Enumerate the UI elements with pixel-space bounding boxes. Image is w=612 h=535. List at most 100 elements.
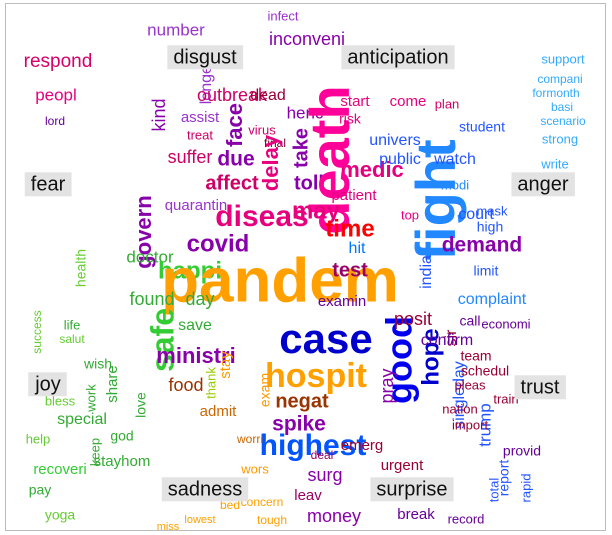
word: demand xyxy=(442,234,523,257)
word: provid xyxy=(503,443,541,459)
word: peopl xyxy=(35,85,77,104)
word: fight xyxy=(404,139,467,260)
word: import xyxy=(452,417,489,432)
word: ministri xyxy=(156,343,235,368)
word: lord xyxy=(45,114,65,128)
word: watch xyxy=(433,151,476,168)
word: outbreak xyxy=(197,85,268,105)
word: success xyxy=(30,310,44,353)
word: found xyxy=(129,289,174,309)
word: start xyxy=(340,93,370,110)
word: plan xyxy=(435,96,460,111)
word: formonth xyxy=(532,86,579,100)
category-box xyxy=(514,375,566,400)
word: help xyxy=(26,431,51,446)
category-box xyxy=(167,45,244,70)
word: govern xyxy=(131,195,156,268)
word: pandem xyxy=(161,246,399,315)
word: infect xyxy=(267,8,298,23)
word: treat xyxy=(187,127,213,142)
word: trump xyxy=(475,403,494,446)
word: god xyxy=(110,428,133,444)
word: special xyxy=(57,411,107,428)
category-label: trust xyxy=(521,376,560,398)
word: confirm xyxy=(421,332,473,349)
word: inconveni xyxy=(269,29,345,49)
word: food xyxy=(168,375,203,395)
word: examin xyxy=(318,293,366,310)
word: take xyxy=(290,128,312,168)
word: thank xyxy=(203,367,218,399)
word: hope xyxy=(417,328,444,385)
word: report xyxy=(496,460,512,497)
word: call xyxy=(459,313,480,329)
word: emerg xyxy=(341,437,384,454)
word: miss xyxy=(157,521,180,533)
word: time xyxy=(325,215,374,242)
word: total xyxy=(486,478,501,503)
category-box xyxy=(511,172,575,197)
word: money xyxy=(307,506,361,526)
word: medic xyxy=(340,157,404,182)
word: wish xyxy=(83,356,112,372)
word: day xyxy=(185,289,214,309)
category-label: sadness xyxy=(168,478,243,500)
word: strong xyxy=(542,131,578,146)
word: lowest xyxy=(184,514,215,526)
word: train xyxy=(493,391,518,406)
word: keep xyxy=(87,438,102,466)
word: share xyxy=(104,365,121,403)
word: scenario xyxy=(540,114,586,128)
word: posit xyxy=(394,309,432,329)
word: singleday xyxy=(451,361,468,429)
word: good xyxy=(379,316,420,404)
word: pay xyxy=(29,482,52,498)
frame xyxy=(5,3,606,531)
word: public xyxy=(379,151,421,168)
word: salut xyxy=(59,332,85,346)
word: tough xyxy=(257,513,287,527)
word: health xyxy=(73,249,89,287)
word: patient xyxy=(331,187,377,204)
word: univers xyxy=(369,132,421,149)
word: basi xyxy=(551,100,573,114)
word: quarantin xyxy=(165,197,228,214)
category-box xyxy=(24,172,72,197)
word: compani xyxy=(537,72,582,86)
category-box xyxy=(28,372,67,397)
word: schedul xyxy=(461,363,509,379)
word: deal xyxy=(311,448,334,462)
word: economi xyxy=(481,316,530,331)
word: yoga xyxy=(45,507,76,523)
word: case xyxy=(279,315,372,362)
word: death xyxy=(298,85,361,234)
word: stayhom xyxy=(94,453,151,470)
word: worri xyxy=(236,432,263,446)
word: wors xyxy=(240,461,269,476)
category-box xyxy=(341,45,455,70)
word: admit xyxy=(200,403,238,420)
word: mask xyxy=(476,203,508,218)
category-box xyxy=(370,477,454,502)
word: write xyxy=(540,156,568,171)
word: sir xyxy=(443,329,460,347)
word: kind xyxy=(149,98,169,131)
word: hit xyxy=(349,240,366,257)
word: rapid xyxy=(518,474,533,503)
word: save xyxy=(178,317,212,334)
category-label: disgust xyxy=(173,46,237,68)
word: number xyxy=(147,20,205,39)
word: support xyxy=(541,51,585,66)
word: exam xyxy=(257,373,273,407)
word: urgent xyxy=(381,457,424,474)
word: suffer xyxy=(168,147,213,167)
word: test xyxy=(332,259,368,281)
word: negat xyxy=(275,390,329,412)
word: student xyxy=(459,119,505,135)
word: leav xyxy=(294,487,322,504)
word: face xyxy=(222,103,247,147)
category-label: fear xyxy=(31,173,66,195)
word: longer xyxy=(198,59,215,104)
word: surg xyxy=(307,465,342,485)
